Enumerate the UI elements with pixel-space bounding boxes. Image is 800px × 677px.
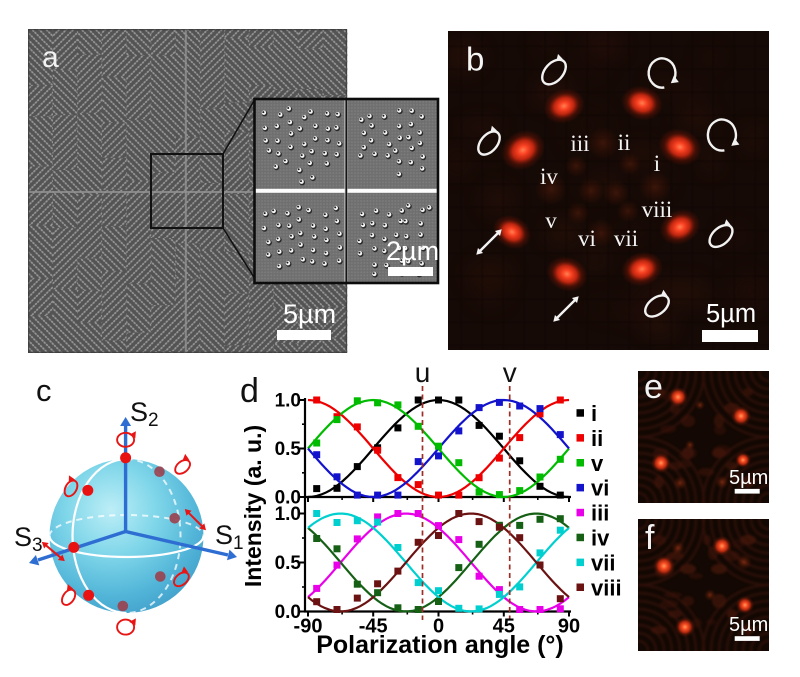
svg-text:0.5: 0.5 xyxy=(275,439,302,460)
svg-text:0.0: 0.0 xyxy=(275,488,301,509)
svg-text:-90: -90 xyxy=(294,616,323,638)
svg-text:0.5: 0.5 xyxy=(275,553,302,574)
svg-text:e: e xyxy=(644,368,663,406)
svg-text:0.0: 0.0 xyxy=(275,602,301,623)
svg-text:vii: vii xyxy=(614,226,638,251)
svg-text:ii: ii xyxy=(618,130,631,155)
svg-text:S2: S2 xyxy=(130,397,159,431)
svg-text:5µm: 5µm xyxy=(729,467,768,489)
svg-text:v: v xyxy=(591,451,604,476)
svg-text:viii: viii xyxy=(591,575,622,600)
svg-text:Intensity (a. u.): Intensity (a. u.) xyxy=(240,425,266,587)
svg-text:1.0: 1.0 xyxy=(275,391,301,412)
svg-text:iii: iii xyxy=(591,501,609,526)
svg-text:1.0: 1.0 xyxy=(275,504,301,525)
svg-text:i: i xyxy=(591,401,597,426)
svg-text:45: 45 xyxy=(493,616,515,638)
svg-text:ii: ii xyxy=(591,426,603,451)
svg-text:iv: iv xyxy=(591,526,610,551)
svg-text:vi: vi xyxy=(578,226,596,251)
svg-text:0: 0 xyxy=(433,616,444,638)
svg-text:u: u xyxy=(415,358,431,388)
svg-text:v: v xyxy=(503,358,517,388)
svg-text:Polarization angle (°): Polarization angle (°) xyxy=(316,631,564,659)
svg-text:a: a xyxy=(42,41,59,74)
svg-text:v: v xyxy=(545,208,557,233)
svg-text:-45: -45 xyxy=(359,616,388,638)
svg-text:iii: iii xyxy=(570,131,589,156)
svg-text:5µm: 5µm xyxy=(706,300,756,328)
svg-text:vii: vii xyxy=(591,550,615,575)
svg-text:2µm: 2µm xyxy=(386,236,439,266)
svg-text:5µm: 5µm xyxy=(283,299,336,329)
svg-text:i: i xyxy=(654,151,660,176)
svg-text:5µm: 5µm xyxy=(729,614,768,636)
svg-text:S3: S3 xyxy=(14,522,43,556)
svg-text:d: d xyxy=(240,372,259,410)
svg-text:f: f xyxy=(645,519,655,557)
svg-text:b: b xyxy=(466,41,484,78)
svg-text:90: 90 xyxy=(558,616,580,638)
svg-text:c: c xyxy=(36,373,52,408)
svg-text:viii: viii xyxy=(642,197,673,222)
svg-text:iv: iv xyxy=(540,164,558,189)
svg-text:vi: vi xyxy=(591,476,609,501)
